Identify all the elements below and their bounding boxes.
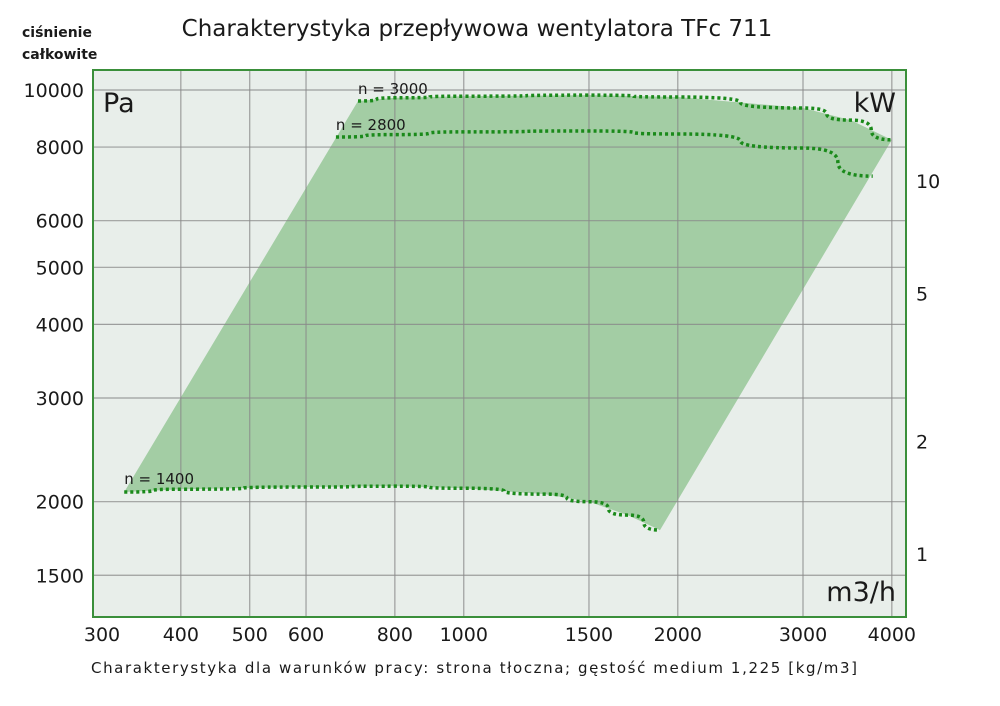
x-tick-label: 1000 <box>440 624 488 646</box>
x-tick-label: 4000 <box>868 624 916 646</box>
x-tick-label: 800 <box>377 624 413 646</box>
x-tick-label: 3000 <box>779 624 827 646</box>
series-label: n = 1400 <box>124 470 194 488</box>
x-tick-label: 2000 <box>654 624 702 646</box>
y2-tick-label: 2 <box>916 432 928 454</box>
x-unit-label: m3/h <box>826 577 896 608</box>
y-tick-label: 10000 <box>24 80 84 102</box>
y-tick-label: 1500 <box>36 565 84 587</box>
x-tick-label: 500 <box>232 624 268 646</box>
series-label: n = 3000 <box>358 80 428 98</box>
series-label: n = 2800 <box>336 116 406 134</box>
x-tick-label: 300 <box>84 624 120 646</box>
y2-tick-label: 5 <box>916 283 928 305</box>
footnote: Charakterystyka dla warunków pracy: stro… <box>91 659 859 677</box>
series-curve <box>358 93 892 142</box>
y2-unit-label: kW <box>854 88 896 119</box>
y-tick-label: 3000 <box>36 388 84 410</box>
series-curve <box>124 484 661 532</box>
y-tick-label: 8000 <box>36 137 84 159</box>
y2-tick-label: 1 <box>916 544 928 566</box>
series-curve <box>335 129 873 178</box>
y2-tick-label: 10 <box>916 171 940 193</box>
y-axis-label: ciśnienie całkowite <box>22 25 98 63</box>
x-tick-label: 600 <box>288 624 324 646</box>
y-tick-label: 6000 <box>36 211 84 233</box>
x-tick-label: 1500 <box>565 624 613 646</box>
x-tick-label: 400 <box>163 624 199 646</box>
plot-border <box>92 69 907 618</box>
y-tick-label: 2000 <box>36 492 84 514</box>
y-tick-label: 5000 <box>36 257 84 279</box>
y-unit-label: Pa <box>103 88 135 119</box>
operating-area <box>124 95 892 531</box>
y-tick-label: 4000 <box>36 314 84 336</box>
chart-title: Charakterystyka przepływowa wentylatora … <box>181 16 773 42</box>
